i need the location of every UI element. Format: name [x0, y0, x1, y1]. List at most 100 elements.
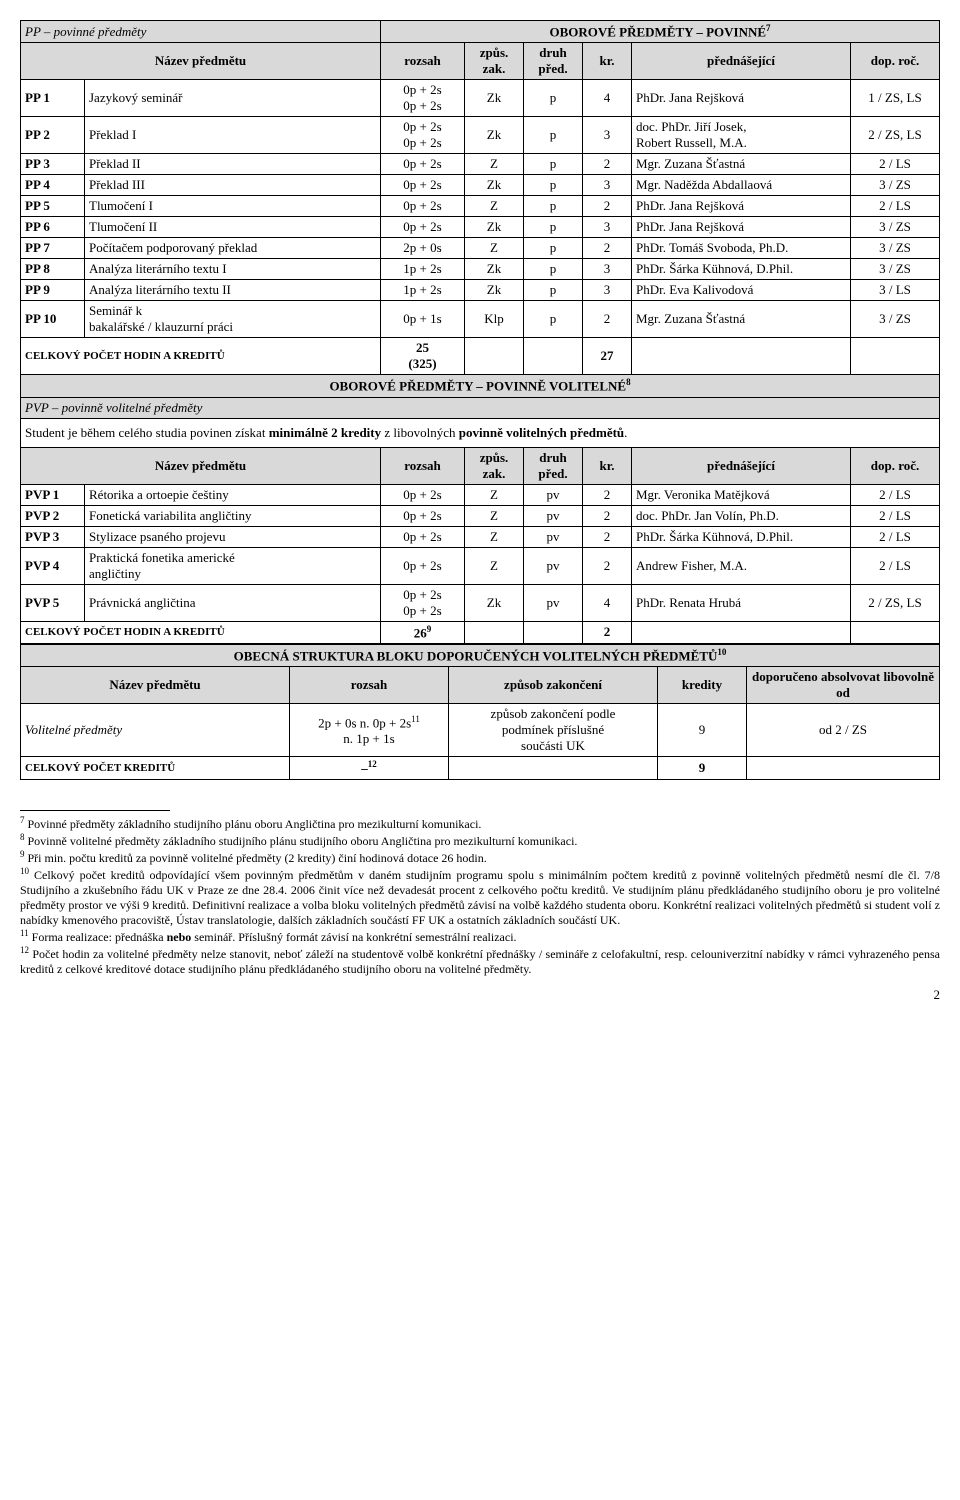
pvp-total-hours: 269: [381, 621, 465, 643]
row-zpus: Zk: [465, 175, 524, 196]
row-rozsah: 0p + 2s: [381, 547, 465, 584]
row-name: Počítačem podporovaný překlad: [85, 238, 381, 259]
pp-total-hours: 25 (325): [381, 338, 465, 375]
row-pred: Mgr. Zuzana Šťastná: [632, 301, 851, 338]
row-rok: 2 / LS: [851, 154, 940, 175]
footnotes: 7 Povinné předměty základního studijního…: [20, 810, 940, 977]
row-code: PVP 5: [21, 584, 85, 621]
row-druh: pv: [524, 484, 583, 505]
vp-row-name: Volitelné předměty: [21, 704, 290, 757]
row-rok: 2 / LS: [851, 484, 940, 505]
row-rok: 2 / LS: [851, 196, 940, 217]
footnote-9: 9 Při min. počtu kreditů za povinně voli…: [20, 849, 940, 866]
row-kr: 3: [583, 259, 632, 280]
row-druh: pv: [524, 584, 583, 621]
row-code: PP 3: [21, 154, 85, 175]
row-kr: 4: [583, 80, 632, 117]
hdr-name: Název předmětu: [21, 43, 381, 80]
row-kr: 2: [583, 547, 632, 584]
pvp-total-label: CELKOVÝ POČET HODIN A KREDITŮ: [21, 621, 381, 643]
pp-subtitle: PP – povinné předměty: [21, 21, 381, 43]
page-number: 2: [20, 987, 940, 1003]
row-name: Tlumočení I: [85, 196, 381, 217]
footnote-7: 7 Povinné předměty základního studijního…: [20, 815, 940, 832]
row-zpus: Zk: [465, 584, 524, 621]
row-pred: Mgr. Zuzana Šťastná: [632, 154, 851, 175]
row-pred: Mgr. Naděžda Abdallaová: [632, 175, 851, 196]
row-zpus: Zk: [465, 259, 524, 280]
footnote-8: 8 Povinně volitelné předměty základního …: [20, 832, 940, 849]
row-zpus: Z: [465, 238, 524, 259]
pvp-subtitle: PVP – povinně volitelné předměty: [21, 397, 940, 418]
pvp-title: OBOROVÉ PŘEDMĚTY – POVINNĚ VOLITELNÉ8: [21, 375, 940, 397]
row-kr: 2: [583, 526, 632, 547]
hdr-rok: dop. roč.: [851, 43, 940, 80]
row-rok: 2 / LS: [851, 547, 940, 584]
row-code: PP 7: [21, 238, 85, 259]
row-rozsah: 0p + 2s: [381, 484, 465, 505]
row-zpus: Z: [465, 196, 524, 217]
hdr2-druh: druh před.: [524, 447, 583, 484]
row-zpus: Zk: [465, 217, 524, 238]
row-rozsah: 0p + 2s: [381, 175, 465, 196]
row-kr: 2: [583, 484, 632, 505]
row-code: PP 9: [21, 280, 85, 301]
row-name: Fonetická variabilita angličtiny: [85, 505, 381, 526]
row-code: PP 5: [21, 196, 85, 217]
row-code: PP 4: [21, 175, 85, 196]
row-druh: p: [524, 280, 583, 301]
hdr3-name: Název předmětu: [21, 667, 290, 704]
row-name: Stylizace psaného projevu: [85, 526, 381, 547]
row-rok: 3 / ZS: [851, 175, 940, 196]
row-name: Rétorika a ortoepie češtiny: [85, 484, 381, 505]
vp-row-zpus: způsob zakončení podle podmínek příslušn…: [449, 704, 658, 757]
row-druh: p: [524, 117, 583, 154]
row-pred: PhDr. Eva Kalivodová: [632, 280, 851, 301]
row-code: PVP 1: [21, 484, 85, 505]
hdr3-rok: doporučeno absolvovat libovolně od: [747, 667, 940, 704]
hdr-pred: přednášející: [632, 43, 851, 80]
row-zpus: Z: [465, 154, 524, 175]
hdr-kr: kr.: [583, 43, 632, 80]
table-row: PVP 3Stylizace psaného projevu0p + 2sZpv…: [21, 526, 940, 547]
row-code: PP 10: [21, 301, 85, 338]
row-name: Překlad I: [85, 117, 381, 154]
row-rozsah: 1p + 2s: [381, 280, 465, 301]
table-row: PP 8Analýza literárního textu I1p + 2sZk…: [21, 259, 940, 280]
table-row: PP 6Tlumočení II0p + 2sZkp3PhDr. Jana Re…: [21, 217, 940, 238]
row-zpus: Z: [465, 526, 524, 547]
row-rozsah: 1p + 2s: [381, 259, 465, 280]
row-druh: pv: [524, 526, 583, 547]
table-row: PVP 5Právnická angličtina0p + 2s 0p + 2s…: [21, 584, 940, 621]
row-pred: PhDr. Jana Rejšková: [632, 217, 851, 238]
table-pp: PP – povinné předměty OBOROVÉ PŘEDMĚTY –…: [20, 20, 940, 644]
hdr3-zpus: způsob zakončení: [449, 667, 658, 704]
vp-row-rozsah: 2p + 0s n. 0p + 2s11n. 1p + 1s: [290, 704, 449, 757]
row-name: Tlumočení II: [85, 217, 381, 238]
row-pred: Mgr. Veronika Matějková: [632, 484, 851, 505]
row-rok: 3 / ZS: [851, 259, 940, 280]
row-zpus: Klp: [465, 301, 524, 338]
row-rozsah: 0p + 2s 0p + 2s: [381, 584, 465, 621]
table-row: PVP 2Fonetická variabilita angličtiny0p …: [21, 505, 940, 526]
row-rok: 2 / LS: [851, 526, 940, 547]
row-code: PVP 2: [21, 505, 85, 526]
row-zpus: Z: [465, 547, 524, 584]
row-druh: p: [524, 217, 583, 238]
pvp-total-kr: 2: [583, 621, 632, 643]
table-row: PVP 4Praktická fonetika americké angličt…: [21, 547, 940, 584]
table-vp: OBECNÁ STRUKTURA BLOKU DOPORUČENÝCH VOLI…: [20, 644, 940, 780]
row-pred: PhDr. Jana Rejšková: [632, 80, 851, 117]
hdr2-rozsah: rozsah: [381, 447, 465, 484]
row-pred: doc. PhDr. Jiří Josek, Robert Russell, M…: [632, 117, 851, 154]
row-rozsah: 2p + 0s: [381, 238, 465, 259]
row-kr: 3: [583, 117, 632, 154]
pp-total-kr: 27: [583, 338, 632, 375]
table-row: PP 3Překlad II0p + 2sZp2Mgr. Zuzana Šťas…: [21, 154, 940, 175]
row-zpus: Zk: [465, 117, 524, 154]
table-row: PP 10Seminář k bakalářské / klauzurní pr…: [21, 301, 940, 338]
row-rozsah: 0p + 2s: [381, 154, 465, 175]
pvp-note: Student je během celého studia povinen z…: [21, 418, 940, 447]
row-name: Analýza literárního textu I: [85, 259, 381, 280]
hdr-druh: druh před.: [524, 43, 583, 80]
